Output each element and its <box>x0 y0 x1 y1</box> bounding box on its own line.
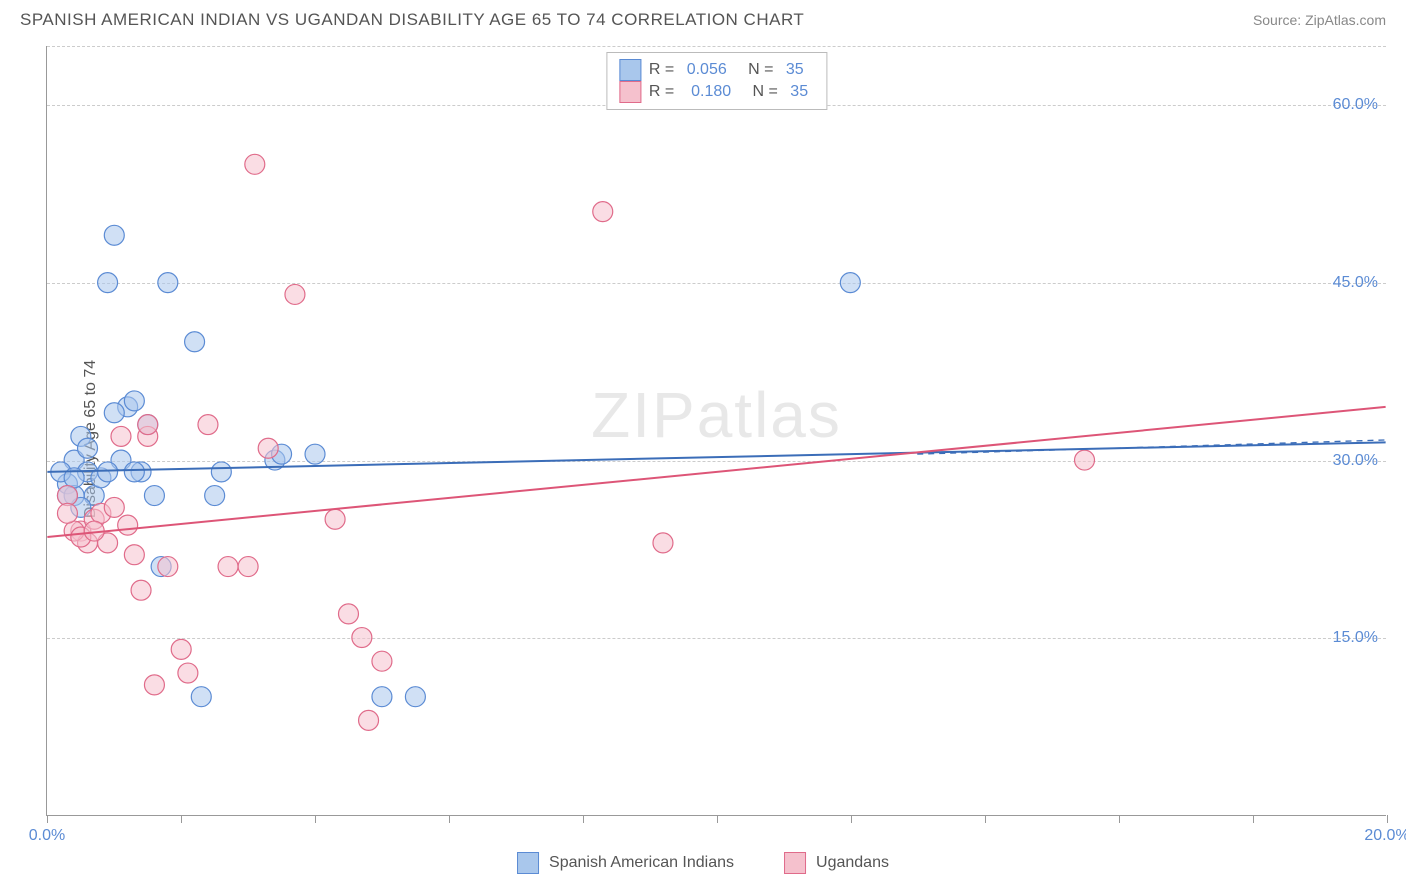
r-label: R = <box>649 83 683 101</box>
data-point <box>325 509 345 529</box>
x-tick <box>1253 815 1254 823</box>
data-point <box>238 557 258 577</box>
data-point <box>158 557 178 577</box>
data-point <box>138 415 158 435</box>
data-point <box>131 580 151 600</box>
chart-title: SPANISH AMERICAN INDIAN VS UGANDAN DISAB… <box>20 10 804 30</box>
x-tick <box>851 815 852 823</box>
trend-line <box>47 407 1385 537</box>
data-point <box>104 403 124 423</box>
legend-swatch <box>619 59 641 81</box>
data-point <box>57 503 77 523</box>
data-point <box>372 687 392 707</box>
stats-legend: R = 0.056 N = 35R = 0.180 N = 35 <box>606 52 827 110</box>
data-point <box>245 154 265 174</box>
x-tick <box>181 815 182 823</box>
x-tick-label: 0.0% <box>29 827 65 845</box>
data-point <box>118 515 138 535</box>
x-tick <box>1119 815 1120 823</box>
series-legend-item: Spanish American Indians <box>517 852 734 874</box>
n-value: 35 <box>790 83 808 101</box>
data-point <box>104 497 124 517</box>
legend-swatch <box>784 852 806 874</box>
data-point <box>191 687 211 707</box>
legend-label: Spanish American Indians <box>549 854 734 872</box>
data-point <box>405 687 425 707</box>
n-value: 35 <box>786 61 804 79</box>
data-point <box>111 426 131 446</box>
data-point <box>211 462 231 482</box>
x-tick-label: 20.0% <box>1364 827 1406 845</box>
data-point <box>78 438 98 458</box>
data-point <box>653 533 673 553</box>
x-tick <box>47 815 48 823</box>
data-point <box>124 462 144 482</box>
stats-legend-row: R = 0.180 N = 35 <box>619 81 808 103</box>
data-point <box>205 486 225 506</box>
data-point <box>124 391 144 411</box>
data-point <box>1075 450 1095 470</box>
data-point <box>198 415 218 435</box>
series-legend-item: Ugandans <box>784 852 889 874</box>
r-label: R = <box>649 61 679 79</box>
x-tick <box>985 815 986 823</box>
data-point <box>57 486 77 506</box>
scatter-svg <box>47 46 1386 815</box>
plot-area: ZIPatlas R = 0.056 N = 35R = 0.180 N = 3… <box>46 46 1386 816</box>
r-value: 0.180 <box>691 83 731 101</box>
x-tick <box>449 815 450 823</box>
data-point <box>218 557 238 577</box>
source-label: Source: ZipAtlas.com <box>1253 12 1386 28</box>
data-point <box>285 284 305 304</box>
data-point <box>158 273 178 293</box>
x-tick <box>717 815 718 823</box>
series-legend: Spanish American Indians Ugandans <box>517 852 889 874</box>
data-point <box>352 628 372 648</box>
data-point <box>178 663 198 683</box>
data-point <box>98 273 118 293</box>
data-point <box>185 332 205 352</box>
header: SPANISH AMERICAN INDIAN VS UGANDAN DISAB… <box>0 0 1406 36</box>
legend-swatch <box>517 852 539 874</box>
data-point <box>144 486 164 506</box>
data-point <box>104 225 124 245</box>
data-point <box>338 604 358 624</box>
data-point <box>372 651 392 671</box>
legend-swatch <box>619 81 641 103</box>
trend-line <box>47 442 1385 472</box>
x-tick <box>583 815 584 823</box>
n-label: N = <box>739 83 782 101</box>
data-point <box>305 444 325 464</box>
r-value: 0.056 <box>687 61 727 79</box>
data-point <box>144 675 164 695</box>
data-point <box>124 545 144 565</box>
trend-line-dashed <box>917 440 1385 454</box>
data-point <box>171 639 191 659</box>
data-point <box>593 202 613 222</box>
legend-label: Ugandans <box>816 854 889 872</box>
data-point <box>840 273 860 293</box>
data-point <box>359 710 379 730</box>
x-tick <box>1387 815 1388 823</box>
stats-legend-row: R = 0.056 N = 35 <box>619 59 808 81</box>
x-tick <box>315 815 316 823</box>
data-point <box>258 438 278 458</box>
data-point <box>98 462 118 482</box>
n-label: N = <box>735 61 778 79</box>
